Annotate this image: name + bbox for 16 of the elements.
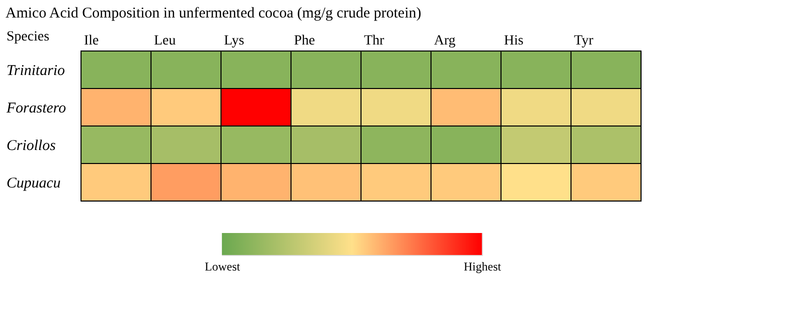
x-tick-label: Lys [224,34,244,48]
y-tick-label: Criollos [6,138,56,154]
x-tick-label: Thr [364,34,385,48]
x-tick-label: His [504,34,524,48]
x-tick-label: Leu [154,34,176,48]
y-tick-label: Trinitario [6,62,66,79]
x-tick-label: Ile [84,34,99,48]
color-bar-label: Highest [464,260,502,274]
color-bar-label: Lowest [204,260,241,274]
x-tick-label: Tyr [574,34,594,48]
y-tick-label: Cupuacu [6,175,61,192]
x-tick-label: Arg [434,34,456,48]
chart-title: Amico Acid Composition in unfermented cocoa (mg/g crude protein) [6,6,422,22]
y-tick-label: Forastero [6,100,66,116]
y-axis-title: Species [6,30,50,44]
x-tick-label: Phe [294,34,315,48]
